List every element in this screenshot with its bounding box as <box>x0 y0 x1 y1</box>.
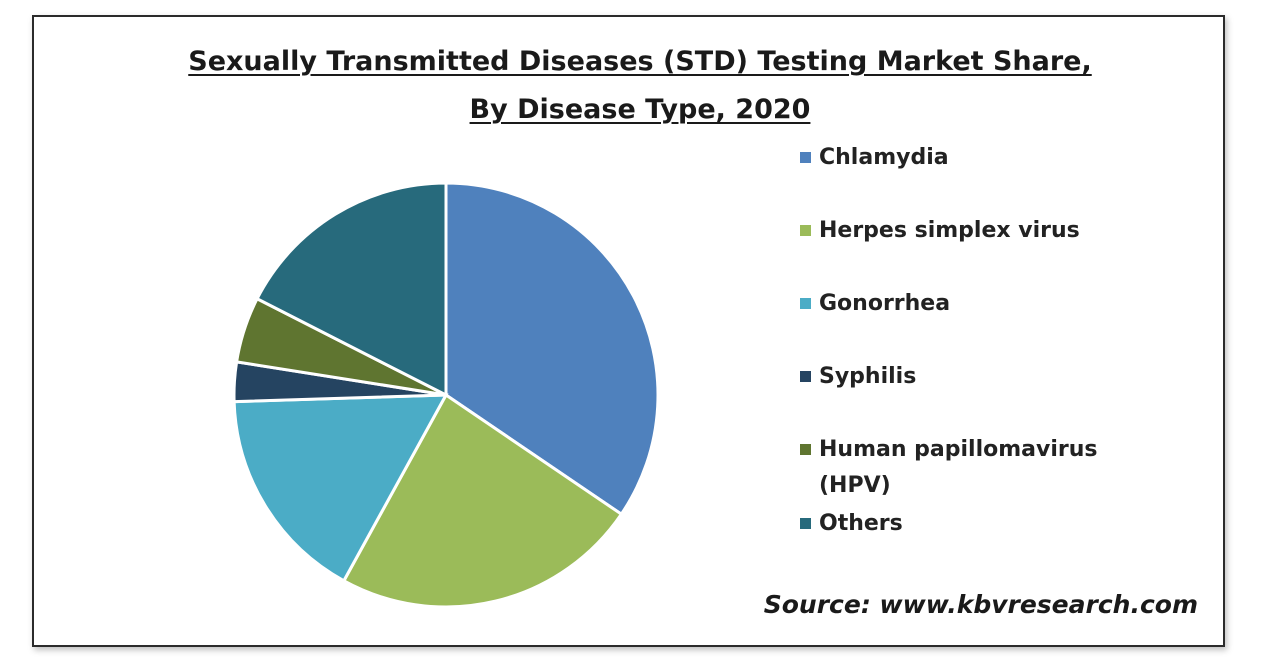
legend-item: Gonorrhea <box>800 286 1119 322</box>
legend-swatch <box>800 518 811 529</box>
legend-label: Syphilis <box>819 364 917 389</box>
legend-label: Gonorrhea <box>819 291 951 316</box>
chart-title-line-2: By Disease Type, 2020 <box>469 94 811 125</box>
pie-slice-chlamydia <box>444 181 660 517</box>
legend-item: Human papillomavirus (HPV) <box>800 432 1119 504</box>
legend-swatch <box>800 444 811 455</box>
legend-swatch <box>800 225 811 236</box>
legend-item: Others <box>800 506 1119 542</box>
legend-item: Chlamydia <box>800 140 1119 176</box>
legend-swatch <box>800 152 811 163</box>
legend-label: Chlamydia <box>819 145 949 170</box>
legend-swatch <box>800 371 811 382</box>
legend-item: Herpes simplex virus <box>800 213 1119 249</box>
legend-label: Others <box>819 511 903 536</box>
pie-slice-others <box>255 181 448 398</box>
pie-slice-gonorrhea <box>232 393 449 583</box>
chart-title-line-1: Sexually Transmitted Diseases (STD) Test… <box>188 46 1092 77</box>
chart-title: Sexually Transmitted Diseases (STD) Test… <box>0 38 1280 134</box>
source-note: Source: www.kbvresearch.com <box>763 590 1198 619</box>
legend-item: Syphilis <box>800 359 1119 395</box>
legend-label: Herpes simplex virus <box>819 218 1080 243</box>
pie-slice-herpes-simplex-virus <box>341 392 624 609</box>
legend-label: Human papillomavirus (HPV) <box>819 437 1098 498</box>
legend-swatch <box>800 298 811 309</box>
